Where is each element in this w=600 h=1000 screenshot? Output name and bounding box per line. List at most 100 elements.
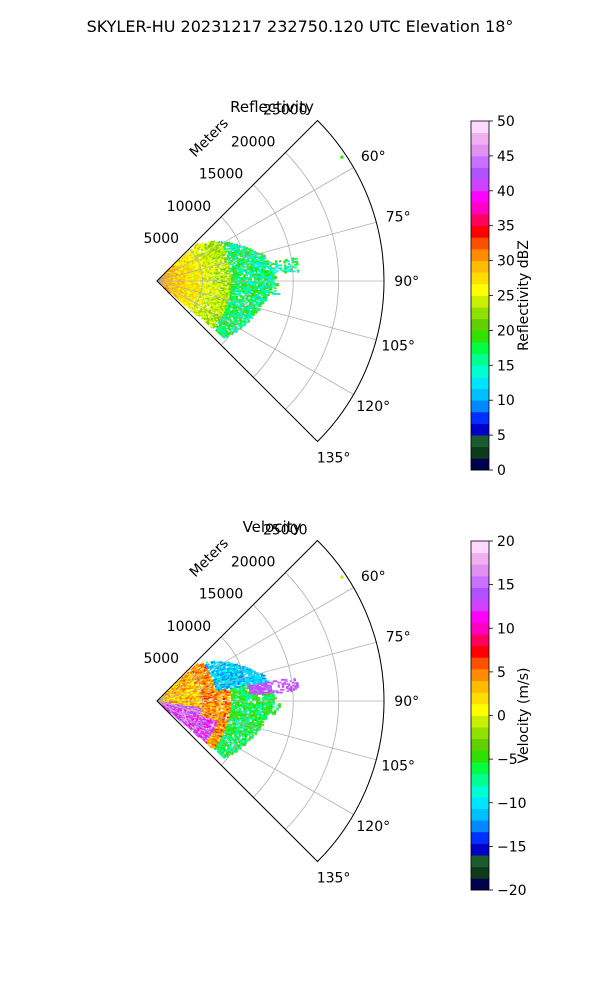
- echo-cell: [200, 303, 204, 306]
- colorbar-swatch: [471, 388, 489, 401]
- colorbar-swatch: [471, 353, 489, 366]
- colorbar-swatch: [471, 330, 489, 343]
- echo-cell: [257, 706, 261, 709]
- echo-cell: [216, 278, 220, 280]
- colorbar-swatch: [471, 248, 489, 261]
- echo-cell: [228, 694, 232, 697]
- echo-cell: [271, 267, 275, 270]
- echo-cell: [257, 728, 261, 732]
- echo-cell: [262, 698, 265, 701]
- echo-cell: [239, 705, 242, 708]
- echo-cell: [251, 275, 255, 278]
- echo-cell: [216, 272, 219, 275]
- colorbar-tick-label: 5: [497, 428, 506, 444]
- echo-cell: [235, 696, 238, 699]
- colorbar-swatch: [471, 295, 489, 308]
- colorbar-swatch: [471, 307, 489, 320]
- echo-cell: [266, 278, 269, 281]
- echo-cell: [216, 696, 220, 699]
- echo-cell: [275, 292, 279, 296]
- polar-grid: [156, 120, 385, 442]
- colorbar-swatch: [471, 132, 489, 145]
- echo-cell: [197, 314, 201, 318]
- echo-cell: [273, 268, 277, 271]
- echo-cell: [296, 270, 300, 273]
- echo-cell: [226, 284, 230, 287]
- echo-cell: [261, 277, 265, 280]
- echo-cell: [233, 702, 236, 705]
- echo-cell: [224, 250, 228, 253]
- echo-cell: [254, 311, 258, 314]
- colorbar-swatch: [471, 155, 489, 168]
- echo-cell: [220, 695, 224, 698]
- echo-cell: [182, 303, 186, 307]
- echo-cell: [268, 261, 272, 264]
- echo-cell: [279, 264, 283, 267]
- echo-cell: [227, 720, 231, 723]
- echo-cell: [274, 284, 277, 287]
- figure-suptitle: SKYLER-HU 20231217 232750.120 UTC Elevat…: [87, 17, 514, 36]
- echo-cell: [264, 278, 267, 281]
- colorbar-swatch: [471, 423, 489, 436]
- echo-cell: [265, 291, 269, 294]
- colorbar-swatch: [471, 318, 489, 331]
- echo-cell: [208, 281, 211, 284]
- echo-cell: [208, 285, 211, 288]
- echo-cell: [274, 277, 277, 280]
- echo-cell: [212, 703, 215, 706]
- echo-cell: [265, 287, 269, 290]
- echo-cell: [259, 692, 263, 695]
- echo-cell: [214, 285, 217, 288]
- echo-cell: [270, 278, 273, 281]
- colorbar-tick-label: 15: [497, 358, 515, 374]
- echo-cell: [255, 278, 259, 281]
- angle-tick-label: 120°: [356, 399, 390, 415]
- echo-cell: [225, 247, 229, 251]
- echo-cell: [224, 284, 228, 287]
- echo-cell: [220, 282, 224, 284]
- echo-cell: [218, 702, 222, 704]
- echo-cell: [212, 275, 215, 278]
- echo-cell: [220, 287, 223, 290]
- echo-cell: [269, 291, 273, 294]
- echo-cell: [224, 272, 228, 275]
- echo-cell: [205, 661, 209, 664]
- echo-cell: [226, 272, 230, 275]
- reflectivity-panel: Reflectivity500010000150002000025000Mete…: [143, 98, 532, 479]
- echo-cell: [237, 696, 240, 699]
- echo-data: [158, 575, 344, 760]
- radial-tick-label: 25000: [263, 102, 308, 118]
- radial-tick-label: 15000: [199, 167, 244, 183]
- echo-cell: [276, 284, 279, 287]
- colorbar-swatch: [471, 237, 489, 250]
- colorbar-swatch: [471, 446, 489, 459]
- radial-tick-label: 5000: [143, 231, 179, 247]
- echo-cell: [196, 249, 200, 253]
- echo-cell: [214, 276, 217, 279]
- echo-cell: [286, 270, 289, 273]
- echo-cell: [257, 270, 260, 273]
- colorbar-swatch: [471, 435, 489, 448]
- echo-cell: [249, 697, 253, 699]
- echo-cell: [224, 276, 228, 279]
- echo-cell: [269, 288, 273, 291]
- echo-cell: [268, 278, 271, 281]
- echo-cell: [251, 289, 254, 292]
- echo-cell: [208, 696, 211, 699]
- angle-tick-label: 90°: [394, 274, 419, 290]
- colorbar-tick-label: 0: [497, 463, 506, 479]
- colorbar-tick-label: 35: [497, 219, 515, 235]
- colorbar-tick-label: 20: [497, 323, 515, 339]
- echo-cell: [274, 271, 277, 274]
- colorbar-swatch: [471, 376, 489, 389]
- echo-cell: [210, 276, 213, 279]
- echo-cell: [253, 671, 257, 675]
- echo-cell: [274, 287, 277, 290]
- echo-cell: [259, 278, 263, 281]
- echo-cell: [220, 692, 223, 695]
- echo-cell: [255, 290, 258, 294]
- colorbar-swatch: [471, 214, 489, 227]
- echo-cell: [226, 694, 230, 697]
- echo-cell: [234, 707, 238, 710]
